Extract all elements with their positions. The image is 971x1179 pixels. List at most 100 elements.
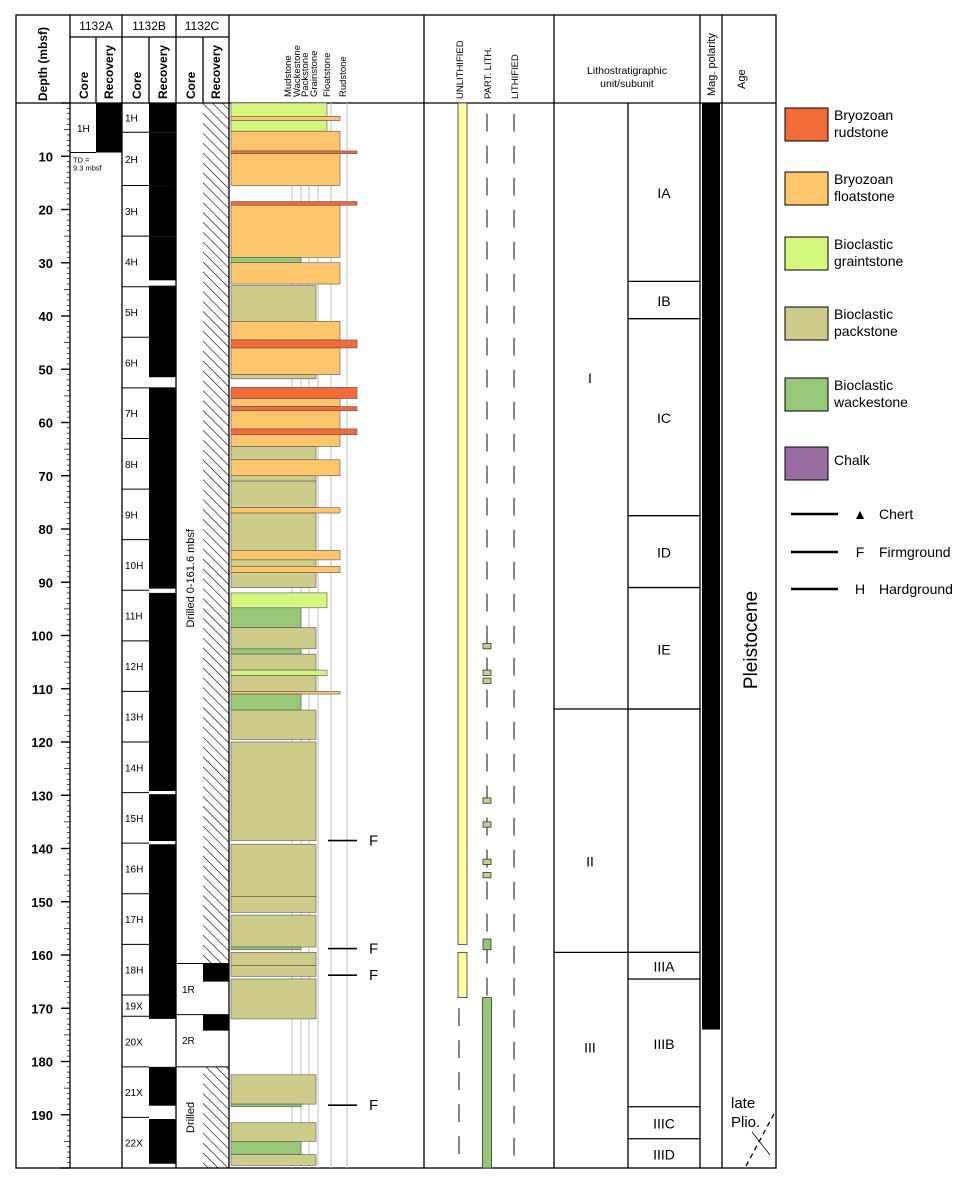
lithology-interval: [230, 1141, 302, 1155]
depth-tick-label: 40: [39, 309, 53, 324]
drilled-label-short: Drilled: [185, 1102, 197, 1133]
lithology-interval: [230, 398, 341, 407]
recovery-interval: [149, 387, 176, 589]
legend-label: Bioclastic: [834, 236, 893, 252]
lithology-interval: [230, 347, 341, 375]
depth-tick-label: 110: [32, 682, 53, 697]
core-label: 15H: [125, 814, 143, 825]
core-label: 2R: [182, 1036, 195, 1047]
lithology-interval: [230, 675, 317, 692]
lithology-interval: [230, 102, 328, 117]
recovery-interval: [149, 132, 176, 186]
depth-tick-label: 30: [39, 256, 53, 271]
legend-label: Bioclastic: [834, 306, 893, 322]
lithology-interval: [230, 262, 341, 285]
lithology-interval: [230, 592, 328, 609]
legend-label: Bryozoan: [834, 107, 893, 123]
legend-label: Bioclastic: [834, 377, 893, 393]
site-1132b-header: 1132B: [132, 19, 166, 33]
partially-lithified-bar: [482, 858, 492, 865]
hole-1132a: 1H TD =9.3 mbsf: [70, 103, 122, 173]
lithology-interval: [230, 946, 302, 950]
legend-swatch: [784, 171, 829, 206]
subunit-label: IIIC: [653, 1116, 675, 1132]
depth-tick-label: 20: [39, 203, 53, 218]
legend-swatch: [784, 446, 829, 481]
core-label: 4H: [125, 257, 138, 268]
lithology-interval: [230, 480, 317, 509]
depth-tick-label: 80: [39, 522, 53, 537]
lithology-interval: [230, 669, 328, 676]
td-note: 9.3 mbsf: [73, 164, 103, 173]
texture-header-floatstone: Floatstone: [322, 53, 333, 97]
legend-label: graintstone: [834, 253, 903, 269]
lithology-interval: [230, 1122, 317, 1142]
subunit-label: IIIB: [653, 1036, 674, 1052]
depth-tick-label: 190: [31, 1108, 53, 1123]
age-boundary: [745, 1111, 776, 1167]
lithology-interval: [230, 512, 317, 551]
recovery-interval: [96, 103, 122, 153]
age-boundary-tick: [751, 1131, 771, 1156]
core-label: 8H: [125, 460, 138, 471]
subunit-label: ID: [657, 545, 671, 561]
core-label: 18H: [125, 966, 143, 977]
lithology-interval: [230, 374, 317, 380]
core-label: 17H: [125, 915, 143, 926]
recovery-header-b: Recovery: [156, 45, 170, 99]
recovery-interval: [149, 103, 176, 133]
lithology-interval: [230, 446, 317, 461]
lithology-interval: [230, 150, 358, 154]
firmground-label: F: [369, 833, 378, 850]
mag-polarity-header: Mag. polarity: [706, 33, 718, 96]
unit-label: II: [586, 854, 594, 870]
subunit-label: IA: [657, 185, 671, 201]
lithology-interval: [230, 1074, 317, 1105]
lithology-interval: [230, 428, 358, 436]
depth-tick-label: 180: [31, 1055, 53, 1070]
lithology-interval: [230, 914, 317, 948]
legend-swatch: [784, 236, 829, 271]
core-label: 3H: [125, 207, 138, 218]
lithology-interval: [230, 475, 317, 482]
unit-label: III: [584, 1039, 596, 1055]
core-label: 21X: [125, 1088, 143, 1099]
texture-header-wackestone: Wackestone: [292, 45, 303, 97]
legend-swatch: [784, 107, 829, 142]
firmground-label: F: [369, 941, 378, 958]
lithology-interval: [230, 952, 317, 966]
normal-polarity-interval: [702, 103, 720, 1030]
lithology-interval: [230, 691, 341, 695]
lithology-interval: [230, 607, 302, 628]
lithology-interval: [230, 843, 317, 897]
drilled-interval: [203, 103, 229, 964]
core-label: 13H: [125, 713, 143, 724]
age-pleistocene: Pleistocene: [741, 591, 762, 689]
legend-label: packstone: [834, 323, 898, 339]
column-headers: Depth (mbsf) 1132A 1132B 1132C Core Reco…: [36, 19, 748, 101]
legend-label: wackestone: [833, 394, 908, 410]
depth-tick-label: 130: [31, 788, 53, 803]
partially-lithified-bar: [482, 677, 492, 684]
legend-symbol-label: Firmground: [879, 544, 951, 560]
core-label: 1H: [125, 114, 138, 125]
core-label: 16H: [125, 864, 143, 875]
legend-swatch: [784, 377, 829, 412]
depth-tick-label: 120: [31, 735, 53, 750]
depth-tick-label: 100: [31, 629, 53, 644]
core-label: 14H: [125, 763, 143, 774]
lithology-interval: [230, 130, 341, 152]
depth-tick-label: 150: [31, 895, 53, 910]
lithology-interval: [230, 1103, 302, 1108]
core-label: 11H: [125, 612, 143, 623]
core-label: 5H: [125, 308, 138, 319]
lithology-interval: [230, 693, 302, 711]
recovery-interval: [149, 185, 176, 237]
depth-tick-label: 50: [39, 362, 53, 377]
partially-lithified-bar: [482, 821, 492, 828]
depth-axis: 10 20 30 40 50 60 70 80 90 100 110 120 130 140 150 160 1…: [31, 102, 70, 1169]
lithology-interval: [230, 653, 317, 671]
lithology-interval: [230, 627, 317, 650]
lithology-interval: [230, 549, 341, 561]
